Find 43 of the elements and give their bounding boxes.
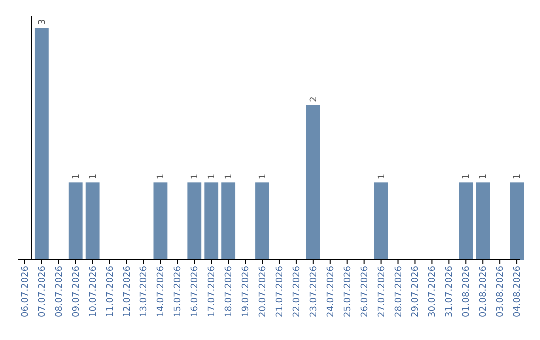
x-tick-label: 24.07.2026 (326, 266, 336, 318)
x-tick-label: 14.07.2026 (156, 266, 167, 318)
x-tick-label: 11.07.2026 (106, 266, 116, 318)
x-tick-label: 04.08.2026 (513, 266, 524, 318)
x-tick-label: 30.07.2026 (428, 266, 438, 318)
data-label: 1 (479, 174, 490, 180)
x-tick-label: 09.07.2026 (72, 266, 82, 318)
data-label: 3 (38, 19, 48, 25)
x-tick-label: 18.07.2026 (224, 266, 235, 318)
x-tick-label: 06.07.2026 (20, 266, 31, 318)
x-tick-label: 19.07.2026 (242, 266, 252, 318)
x-tick-label: 29.07.2026 (411, 266, 422, 318)
data-label: 2 (309, 96, 320, 102)
x-tick-label: 31.07.2026 (445, 266, 456, 318)
x-tick-label: 15.07.2026 (174, 266, 184, 318)
x-tick-label: 07.07.2026 (38, 266, 48, 318)
data-label: 1 (88, 174, 99, 180)
x-tick-label: 20.07.2026 (258, 266, 269, 318)
data-label: 1 (208, 174, 218, 180)
data-label: 1 (190, 174, 201, 180)
x-tick-label: 23.07.2026 (309, 266, 320, 318)
x-tick-label: 16.07.2026 (190, 266, 201, 318)
data-label: 1 (377, 174, 388, 180)
x-tick-label: 13.07.2026 (140, 266, 150, 318)
x-tick-label: 22.07.2026 (292, 266, 302, 318)
x-tick-label: 17.07.2026 (208, 266, 218, 318)
data-label: 1 (462, 174, 472, 180)
x-tick-label: 25.07.2026 (343, 266, 354, 318)
x-tick-label: 03.08.2026 (496, 266, 506, 318)
x-tick-label: 27.07.2026 (377, 266, 388, 318)
x-tick-label: 26.07.2026 (360, 266, 370, 318)
x-tick-label: 28.07.2026 (394, 266, 404, 318)
x-tick-label: 02.08.2026 (479, 266, 490, 318)
x-tick-label: 12.07.2026 (122, 266, 133, 318)
data-label: 1 (513, 174, 524, 180)
x-tick-label: 10.07.2026 (88, 266, 99, 318)
data-label: 1 (258, 174, 269, 180)
x-tick-label: 01.08.2026 (462, 266, 472, 318)
data-label: 1 (72, 174, 82, 180)
x-tick-label: 21.07.2026 (275, 266, 286, 318)
x-tick-label: 08.07.2026 (54, 266, 65, 318)
data-label: 1 (224, 174, 235, 180)
data-label: 1 (156, 174, 167, 180)
